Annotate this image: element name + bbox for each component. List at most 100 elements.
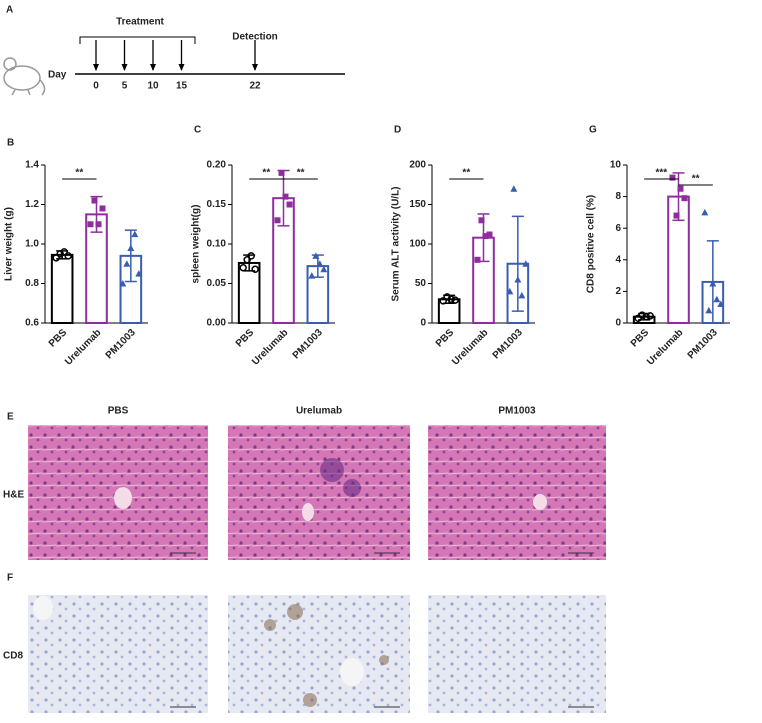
data-point — [56, 250, 64, 258]
mouse-icon — [3, 57, 46, 96]
y-axis-label: spleen weight(g) — [191, 205, 202, 284]
data-point — [119, 280, 127, 287]
data-point — [705, 306, 713, 314]
data-point — [646, 312, 654, 320]
y-tick-label: 0.15 — [207, 199, 227, 210]
panel-label: C — [194, 125, 201, 136]
x-tick-label: PBS — [234, 327, 257, 350]
bar — [50, 253, 74, 324]
panel-label: F — [7, 573, 13, 584]
data-point — [243, 256, 251, 264]
day-label: 22 — [249, 81, 261, 92]
treatment-bracket — [79, 36, 196, 44]
arrow-head — [93, 64, 99, 71]
data-point — [131, 230, 139, 238]
y-tick-label: 0.00 — [207, 318, 227, 329]
y-tick-label: 2 — [615, 286, 621, 297]
data-point — [709, 280, 717, 287]
data-point — [518, 291, 526, 299]
y-tick-label: 50 — [415, 278, 427, 289]
data-point — [510, 185, 518, 192]
data-point — [506, 287, 514, 295]
day-label: 15 — [176, 81, 188, 92]
y-axis-label: CD8 positive cell (%) — [586, 195, 597, 293]
data-point — [681, 195, 688, 202]
row-label: CD8 — [3, 651, 23, 662]
data-point — [282, 193, 289, 200]
data-point — [451, 296, 459, 304]
y-tick-label: 10 — [610, 160, 622, 171]
data-point — [316, 260, 324, 267]
treatment-label: Treatment — [116, 17, 164, 28]
y-tick-label: 0.8 — [25, 278, 39, 289]
x-tick-label: PBS — [434, 327, 457, 350]
significance-label: *** — [655, 168, 667, 179]
data-point — [717, 300, 725, 308]
data-point — [474, 256, 481, 263]
data-point — [669, 174, 676, 181]
data-point — [247, 252, 255, 260]
data-point — [642, 312, 650, 321]
data-point — [447, 295, 455, 304]
y-tick-label: 0.10 — [207, 239, 227, 250]
x-tick-label: Urelumab — [63, 327, 103, 367]
column-label: PBS — [108, 406, 129, 417]
panel-label: E — [7, 412, 14, 423]
arrow-head — [150, 64, 156, 71]
y-axis-label: Serum ALT activity (U/L) — [391, 186, 402, 301]
day-label: 10 — [147, 81, 159, 92]
data-point — [486, 231, 493, 238]
data-point — [482, 233, 489, 240]
data-point — [274, 217, 281, 224]
arrow-head — [178, 64, 185, 71]
y-tick-label: 1.2 — [25, 199, 39, 210]
significance-label: ** — [262, 168, 270, 179]
y-tick-label: 0.6 — [25, 318, 39, 329]
y-tick-label: 0 — [420, 318, 426, 329]
x-tick-label: PM1003 — [686, 327, 720, 361]
column-label: Urelumab — [296, 406, 342, 417]
panel-label: A — [6, 5, 13, 16]
arrow-head — [121, 64, 128, 71]
data-point — [713, 295, 721, 303]
data-point — [701, 208, 709, 216]
data-point — [99, 205, 106, 212]
data-point — [127, 244, 135, 251]
data-point — [135, 270, 143, 277]
y-tick-label: 1.0 — [25, 239, 39, 250]
y-tick-label: 0.20 — [207, 160, 227, 171]
y-axis-label: Liver weight (g) — [4, 207, 15, 281]
data-point — [522, 260, 530, 267]
data-point — [64, 252, 72, 260]
y-tick-label: 200 — [409, 160, 426, 171]
day-label: Day — [48, 70, 67, 81]
significance-label: ** — [297, 168, 305, 179]
column-label: PM1003 — [498, 406, 536, 417]
x-tick-label: PBS — [47, 327, 70, 350]
data-point — [60, 248, 68, 256]
data-point — [87, 221, 94, 228]
data-point — [312, 252, 320, 259]
arrow-head — [252, 64, 258, 71]
histology-images — [28, 425, 606, 713]
x-tick-label: Urelumab — [250, 327, 290, 367]
x-tick-label: Urelumab — [450, 327, 490, 367]
panel-label: G — [589, 125, 597, 136]
data-point — [308, 272, 316, 279]
data-point — [514, 276, 522, 283]
data-point — [439, 297, 447, 305]
data-point — [673, 212, 680, 219]
data-point — [286, 201, 293, 208]
x-tick-label: Urelumab — [645, 327, 685, 367]
x-tick-label: PM1003 — [291, 327, 325, 361]
y-tick-label: 0 — [615, 318, 621, 329]
y-tick-label: 4 — [615, 254, 621, 265]
data-point — [278, 169, 285, 176]
x-tick-label: PBS — [629, 327, 652, 350]
data-point — [52, 254, 60, 262]
significance-label: ** — [75, 168, 83, 179]
data-point — [478, 217, 485, 224]
panel-label: B — [7, 138, 14, 149]
detection-label: Detection — [232, 32, 278, 43]
x-tick-label: PM1003 — [104, 327, 138, 361]
